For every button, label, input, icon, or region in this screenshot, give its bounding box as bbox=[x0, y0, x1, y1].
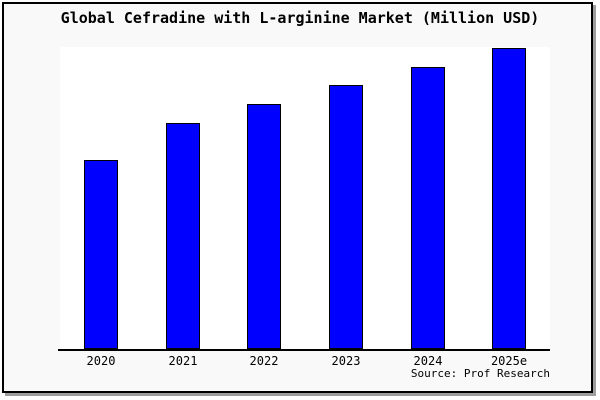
x-tick-label-2023: 2023 bbox=[331, 354, 361, 368]
bar-2020 bbox=[84, 160, 118, 349]
x-tick-label-2024: 2024 bbox=[413, 354, 443, 368]
bar-2021 bbox=[166, 123, 200, 349]
bar-2023 bbox=[329, 85, 363, 349]
x-tick-label-2022: 2022 bbox=[249, 354, 279, 368]
bar-2025e bbox=[492, 48, 526, 349]
chart-title: Global Cefradine with L-arginine Market … bbox=[60, 9, 540, 27]
bar-2022 bbox=[247, 104, 281, 349]
source-credit: Source: Prof Research bbox=[410, 367, 550, 380]
plot-area bbox=[60, 47, 550, 349]
x-axis-line bbox=[58, 349, 550, 351]
x-tick-label-2025e: 2025e bbox=[490, 354, 528, 368]
x-tick-label-2020: 2020 bbox=[86, 354, 116, 368]
bar-2024 bbox=[411, 67, 445, 349]
x-tick-label-2021: 2021 bbox=[168, 354, 198, 368]
